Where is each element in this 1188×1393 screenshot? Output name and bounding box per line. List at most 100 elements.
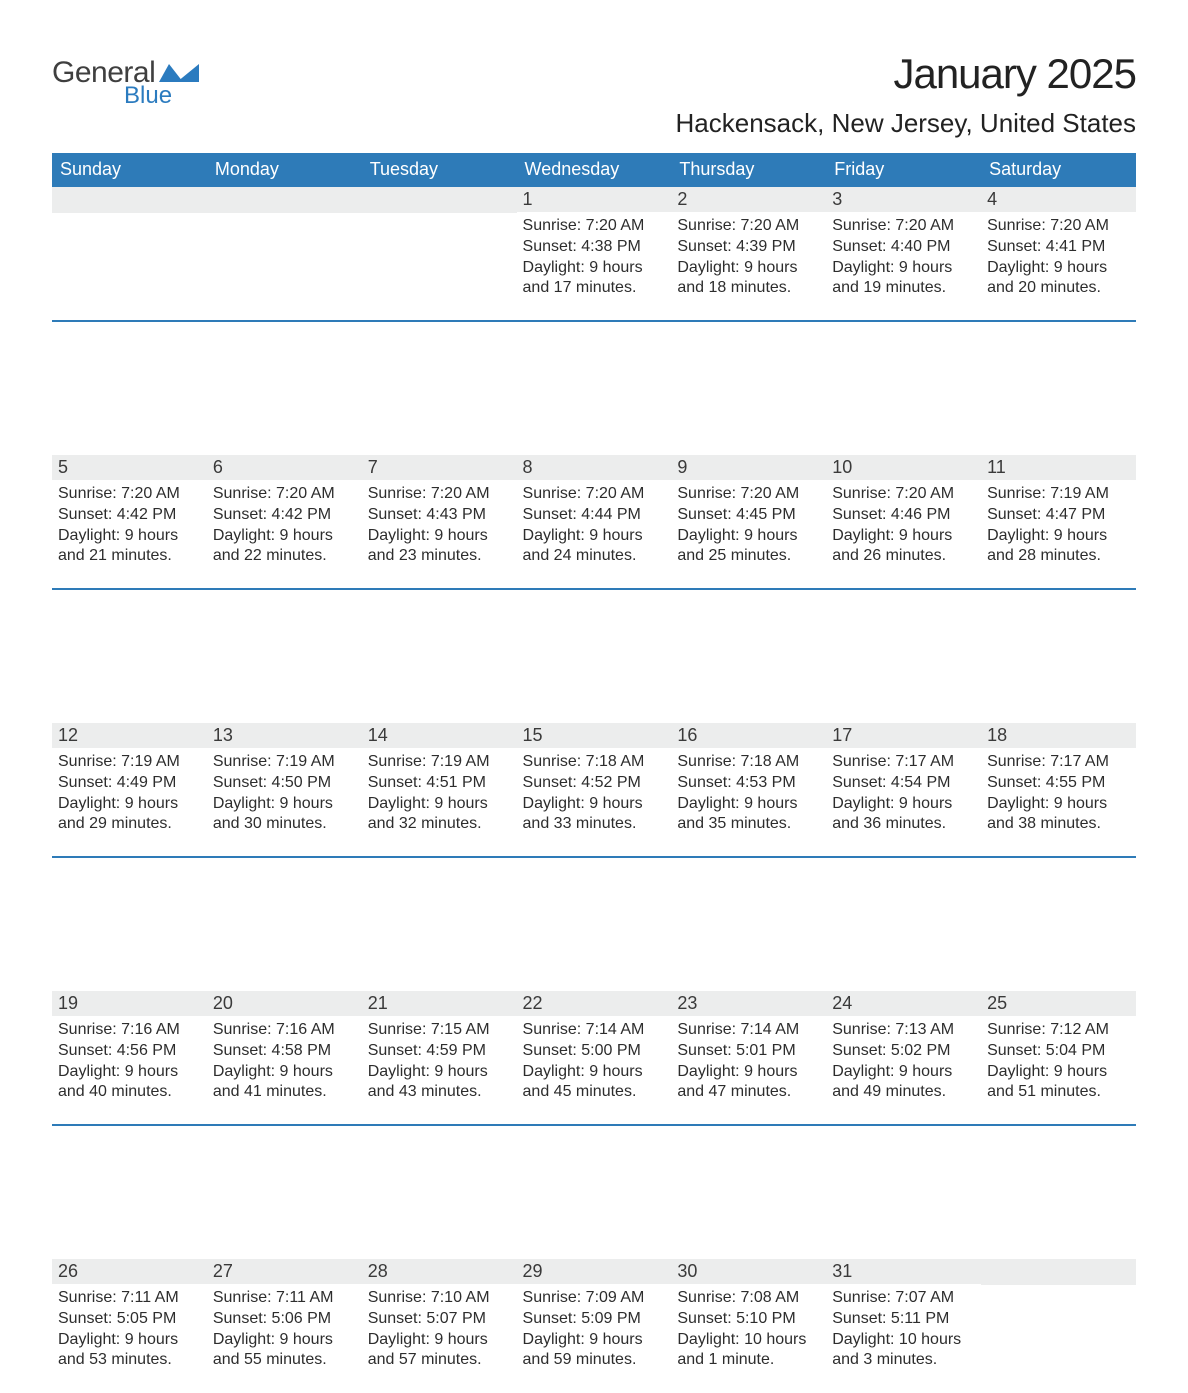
day-dl2: and 1 minute. xyxy=(677,1350,820,1371)
empty-day-band xyxy=(981,1259,1136,1285)
day-number: 17 xyxy=(826,723,981,748)
month-title: January 2025 xyxy=(676,50,1136,98)
day-dl2: and 59 minutes. xyxy=(523,1350,666,1371)
day-sunrise: Sunrise: 7:20 AM xyxy=(677,484,820,505)
day-data: Sunrise: 7:19 AMSunset: 4:47 PMDaylight:… xyxy=(981,480,1136,569)
day-number: 19 xyxy=(52,991,207,1016)
day-dl1: Daylight: 9 hours xyxy=(832,258,975,279)
day-sunset: Sunset: 4:53 PM xyxy=(677,773,820,794)
day-sunrise: Sunrise: 7:13 AM xyxy=(832,1020,975,1041)
day-sunrise: Sunrise: 7:20 AM xyxy=(58,484,201,505)
day-dl2: and 53 minutes. xyxy=(58,1350,201,1371)
day-number: 25 xyxy=(981,991,1136,1016)
day-number: 21 xyxy=(362,991,517,1016)
day-data: Sunrise: 7:20 AMSunset: 4:43 PMDaylight:… xyxy=(362,480,517,569)
day-sunrise: Sunrise: 7:14 AM xyxy=(523,1020,666,1041)
day-sunset: Sunset: 5:11 PM xyxy=(832,1309,975,1330)
day-dl1: Daylight: 9 hours xyxy=(832,526,975,547)
weekday-header: Saturday xyxy=(981,153,1136,187)
title-block: January 2025 Hackensack, New Jersey, Uni… xyxy=(676,50,1136,147)
calendar-week: 19Sunrise: 7:16 AMSunset: 4:56 PMDayligh… xyxy=(52,991,1136,1125)
day-sunrise: Sunrise: 7:20 AM xyxy=(832,216,975,237)
day-data: Sunrise: 7:20 AMSunset: 4:40 PMDaylight:… xyxy=(826,212,981,301)
day-number: 14 xyxy=(362,723,517,748)
day-dl1: Daylight: 9 hours xyxy=(523,526,666,547)
calendar-cell: 1Sunrise: 7:20 AMSunset: 4:38 PMDaylight… xyxy=(517,187,672,321)
location: Hackensack, New Jersey, United States xyxy=(676,108,1136,139)
calendar-week: 26Sunrise: 7:11 AMSunset: 5:05 PMDayligh… xyxy=(52,1259,1136,1393)
day-dl1: Daylight: 9 hours xyxy=(58,1062,201,1083)
day-dl1: Daylight: 9 hours xyxy=(58,1330,201,1351)
calendar-cell: 4Sunrise: 7:20 AMSunset: 4:41 PMDaylight… xyxy=(981,187,1136,321)
day-data: Sunrise: 7:12 AMSunset: 5:04 PMDaylight:… xyxy=(981,1016,1136,1105)
day-sunset: Sunset: 4:40 PM xyxy=(832,237,975,258)
day-dl2: and 43 minutes. xyxy=(368,1082,511,1103)
calendar-cell: 12Sunrise: 7:19 AMSunset: 4:49 PMDayligh… xyxy=(52,723,207,857)
calendar-cell: 7Sunrise: 7:20 AMSunset: 4:43 PMDaylight… xyxy=(362,455,517,589)
day-data: Sunrise: 7:20 AMSunset: 4:44 PMDaylight:… xyxy=(517,480,672,569)
day-number: 28 xyxy=(362,1259,517,1284)
day-sunrise: Sunrise: 7:20 AM xyxy=(987,216,1130,237)
day-sunrise: Sunrise: 7:17 AM xyxy=(832,752,975,773)
day-dl2: and 38 minutes. xyxy=(987,814,1130,835)
day-number: 3 xyxy=(826,187,981,212)
day-sunset: Sunset: 5:02 PM xyxy=(832,1041,975,1062)
day-dl1: Daylight: 9 hours xyxy=(677,258,820,279)
calendar-cell: 2Sunrise: 7:20 AMSunset: 4:39 PMDaylight… xyxy=(671,187,826,321)
day-data: Sunrise: 7:20 AMSunset: 4:41 PMDaylight:… xyxy=(981,212,1136,301)
day-sunrise: Sunrise: 7:09 AM xyxy=(523,1288,666,1309)
calendar-cell: 29Sunrise: 7:09 AMSunset: 5:09 PMDayligh… xyxy=(517,1259,672,1393)
empty-day-band xyxy=(52,187,207,213)
day-number: 27 xyxy=(207,1259,362,1284)
day-dl2: and 22 minutes. xyxy=(213,546,356,567)
day-sunset: Sunset: 5:04 PM xyxy=(987,1041,1130,1062)
day-dl2: and 51 minutes. xyxy=(987,1082,1130,1103)
weekday-header: Friday xyxy=(826,153,981,187)
day-data: Sunrise: 7:10 AMSunset: 5:07 PMDaylight:… xyxy=(362,1284,517,1373)
day-number: 22 xyxy=(517,991,672,1016)
day-sunrise: Sunrise: 7:07 AM xyxy=(832,1288,975,1309)
day-dl1: Daylight: 9 hours xyxy=(677,526,820,547)
week-separator xyxy=(52,321,1136,455)
day-data: Sunrise: 7:17 AMSunset: 4:55 PMDaylight:… xyxy=(981,748,1136,837)
day-dl2: and 45 minutes. xyxy=(523,1082,666,1103)
day-number: 10 xyxy=(826,455,981,480)
day-sunrise: Sunrise: 7:08 AM xyxy=(677,1288,820,1309)
calendar-cell: 18Sunrise: 7:17 AMSunset: 4:55 PMDayligh… xyxy=(981,723,1136,857)
day-number: 16 xyxy=(671,723,826,748)
day-data: Sunrise: 7:20 AMSunset: 4:42 PMDaylight:… xyxy=(207,480,362,569)
calendar-cell: 13Sunrise: 7:19 AMSunset: 4:50 PMDayligh… xyxy=(207,723,362,857)
day-data: Sunrise: 7:11 AMSunset: 5:06 PMDaylight:… xyxy=(207,1284,362,1373)
day-sunset: Sunset: 4:52 PM xyxy=(523,773,666,794)
day-dl1: Daylight: 9 hours xyxy=(987,794,1130,815)
day-dl1: Daylight: 9 hours xyxy=(523,1330,666,1351)
calendar-cell xyxy=(981,1259,1136,1393)
day-sunset: Sunset: 5:06 PM xyxy=(213,1309,356,1330)
day-sunset: Sunset: 4:44 PM xyxy=(523,505,666,526)
week-separator xyxy=(52,1125,1136,1259)
day-dl1: Daylight: 9 hours xyxy=(213,1330,356,1351)
day-sunset: Sunset: 4:45 PM xyxy=(677,505,820,526)
day-dl1: Daylight: 9 hours xyxy=(832,794,975,815)
calendar-cell: 11Sunrise: 7:19 AMSunset: 4:47 PMDayligh… xyxy=(981,455,1136,589)
day-number: 6 xyxy=(207,455,362,480)
day-sunrise: Sunrise: 7:15 AM xyxy=(368,1020,511,1041)
day-sunset: Sunset: 4:59 PM xyxy=(368,1041,511,1062)
day-sunrise: Sunrise: 7:17 AM xyxy=(987,752,1130,773)
calendar-table: SundayMondayTuesdayWednesdayThursdayFrid… xyxy=(52,153,1136,1393)
day-dl2: and 17 minutes. xyxy=(523,278,666,299)
day-dl2: and 24 minutes. xyxy=(523,546,666,567)
calendar-week: 12Sunrise: 7:19 AMSunset: 4:49 PMDayligh… xyxy=(52,723,1136,857)
day-sunset: Sunset: 4:38 PM xyxy=(523,237,666,258)
day-sunrise: Sunrise: 7:19 AM xyxy=(368,752,511,773)
day-dl2: and 40 minutes. xyxy=(58,1082,201,1103)
day-dl2: and 21 minutes. xyxy=(58,546,201,567)
day-number: 29 xyxy=(517,1259,672,1284)
day-dl2: and 57 minutes. xyxy=(368,1350,511,1371)
day-sunset: Sunset: 4:58 PM xyxy=(213,1041,356,1062)
calendar-cell: 20Sunrise: 7:16 AMSunset: 4:58 PMDayligh… xyxy=(207,991,362,1125)
day-number: 11 xyxy=(981,455,1136,480)
day-sunset: Sunset: 4:42 PM xyxy=(213,505,356,526)
weekday-header: Thursday xyxy=(671,153,826,187)
day-sunset: Sunset: 4:39 PM xyxy=(677,237,820,258)
